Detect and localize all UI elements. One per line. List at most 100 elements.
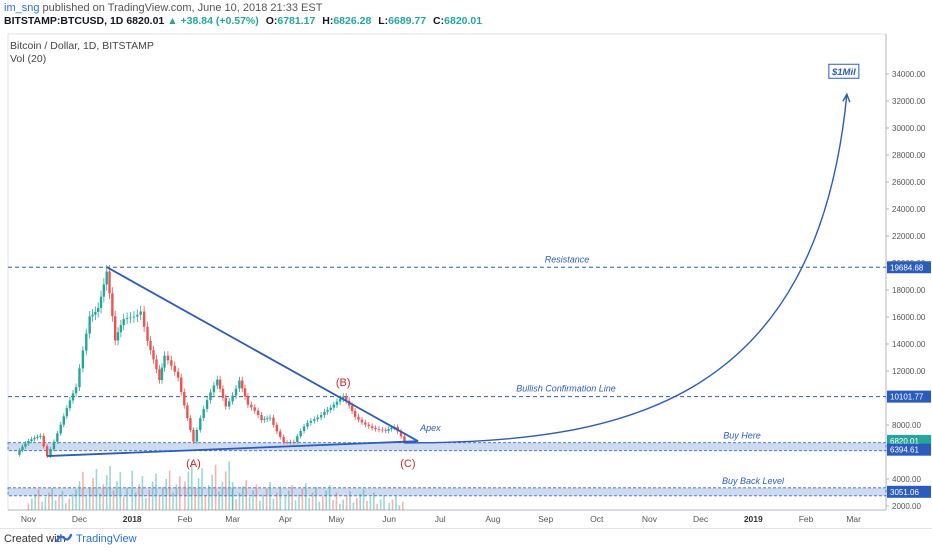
tradingview-logo-icon[interactable] (55, 532, 73, 551)
volume-bar (294, 499, 297, 510)
volume-bar (379, 499, 382, 510)
price-chart[interactable]: 2000.004000.008000.0010000.0012000.00140… (0, 28, 932, 528)
volume-bar (184, 481, 186, 510)
price-tag (887, 443, 931, 456)
candle-body (250, 404, 253, 408)
y-tick-label: 16000.00 (892, 313, 926, 322)
publish-line: im_sng published on TradingView.com, Jun… (4, 2, 322, 14)
y-tick-label: 26000.00 (892, 178, 926, 187)
candle-body (163, 355, 166, 368)
volume-bar (31, 498, 33, 510)
volume-bar (238, 492, 241, 510)
candle-body (81, 350, 85, 369)
candle-body (18, 450, 21, 455)
x-tick-label: Aug (485, 514, 500, 524)
volume-bar (148, 489, 151, 510)
candle-body (342, 396, 345, 399)
candle-body (272, 417, 275, 425)
candle-body (108, 271, 111, 294)
up-arrow-icon: ▲ (167, 15, 178, 27)
candle-body (309, 420, 313, 423)
volume-bar (58, 495, 60, 510)
high-label: H: (322, 15, 334, 27)
candle-body (260, 415, 263, 420)
volume-bar (211, 474, 213, 510)
candle-body (370, 426, 374, 428)
candle-body (42, 435, 45, 447)
candle-body (30, 439, 33, 441)
volume-bar (349, 490, 351, 510)
candle-body (228, 401, 231, 407)
tradingview-brand-link[interactable]: TradingView (76, 533, 137, 545)
candle-body (68, 400, 72, 409)
author-link[interactable]: im_sng (4, 2, 40, 14)
volume-bar (37, 489, 40, 510)
volume-bar (291, 485, 293, 510)
candle-body (224, 397, 227, 407)
volume-bar (315, 487, 317, 510)
candle-body (71, 393, 75, 401)
volume-bar (155, 473, 157, 510)
projection-curve (404, 94, 848, 444)
candle-body (62, 416, 66, 425)
price-tag-label: 6820.01 (890, 437, 919, 446)
candle-body (241, 380, 244, 389)
candle-body (268, 417, 272, 419)
candle-body (122, 319, 125, 326)
candle-body (111, 293, 114, 317)
volume-bar (165, 478, 168, 510)
chart-area[interactable]: 2000.004000.008000.0010000.0012000.00140… (0, 28, 932, 528)
candle-body (367, 424, 370, 427)
volume-bar (119, 472, 122, 510)
candle-body (33, 437, 36, 440)
price-tag (887, 390, 931, 403)
publish-info: published on TradingView.com, June 10, 2… (42, 2, 323, 14)
symbol-label[interactable]: BITSTAMP:BTCUSD, 1D (4, 15, 124, 27)
x-tick-label: Oct (590, 514, 604, 524)
price-tag (887, 261, 931, 274)
volume-bar (398, 505, 401, 510)
candle-body (381, 429, 384, 431)
volume-bar (345, 495, 348, 510)
volume-bar (395, 496, 397, 510)
y-tick-label: 30000.00 (892, 124, 926, 133)
x-tick-label: May (328, 514, 345, 524)
candle-body (350, 405, 354, 411)
candle-body (323, 411, 326, 416)
series-title[interactable]: Bitcoin / Dollar, 1D, BITSTAMP (10, 40, 154, 52)
candle-body (246, 396, 250, 405)
footer-bar: Created with TradingView (0, 528, 932, 551)
x-tick-label: Apr (279, 514, 292, 524)
volume-bar (204, 495, 207, 510)
volume-bar (224, 471, 227, 510)
candle-body (285, 442, 289, 443)
candle-body (139, 311, 142, 315)
candle-body (212, 385, 216, 393)
price-band (7, 487, 887, 497)
candle-body (56, 433, 59, 442)
volume-indicator-label[interactable]: Vol (20) (10, 53, 47, 65)
candle-body (256, 410, 260, 416)
volume-bar (228, 461, 231, 510)
candle-body (353, 410, 357, 417)
x-tick-label: Dec (72, 514, 88, 524)
volume-bar (255, 484, 258, 510)
open-label: O: (265, 15, 278, 27)
volume-bar (179, 476, 181, 510)
candle-body (105, 271, 108, 285)
apex-label: Apex (419, 423, 441, 433)
candle-body (306, 422, 309, 427)
close-value: 6820.01 (444, 15, 483, 27)
change-value: +38.84 (+0.57%) (180, 15, 259, 27)
volume-bar (71, 494, 74, 510)
volume-bar (231, 482, 234, 510)
volume-bar (85, 496, 88, 510)
candle-body (113, 316, 117, 341)
volume-bar (284, 496, 287, 510)
volume-bar (172, 492, 174, 510)
candle-body (221, 388, 225, 398)
volume-bar (221, 481, 224, 510)
volume-bar (391, 499, 394, 510)
volume-bar (197, 478, 200, 510)
candle-body (238, 380, 241, 389)
